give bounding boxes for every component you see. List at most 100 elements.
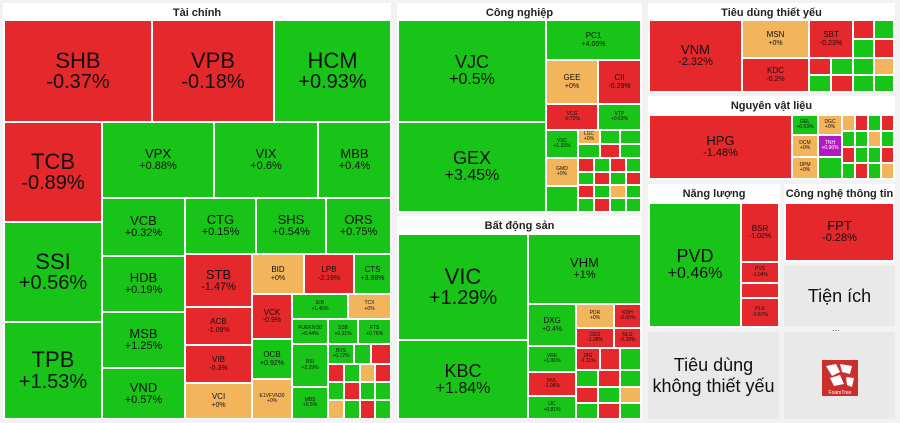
stock-tile[interactable] xyxy=(809,58,831,75)
stock-tile-mbs[interactable]: MBS +0.5% xyxy=(292,387,328,419)
stock-tile-ssb[interactable]: SSB +0.31% xyxy=(328,319,358,344)
stock-tile-ijc[interactable]: IJC +0.81% xyxy=(528,396,576,419)
stock-tile[interactable] xyxy=(598,370,620,387)
stock-tile-lgc[interactable]: LGC +0% xyxy=(578,130,600,144)
stock-tile[interactable] xyxy=(874,20,894,39)
stock-tile[interactable] xyxy=(620,403,641,419)
stock-tile-nvl[interactable]: NVL -1.08% xyxy=(528,372,576,396)
stock-tile-mbb[interactable]: MBB +0.4% xyxy=(318,122,391,198)
stock-tile-fpt[interactable]: FPT -0.28% xyxy=(785,203,894,261)
stock-tile[interactable] xyxy=(620,348,641,370)
stock-tile-acb[interactable]: ACB -1.09% xyxy=(185,307,252,345)
stock-tile[interactable] xyxy=(881,131,894,147)
stock-tile-pc1[interactable]: PC1 +4.05% xyxy=(546,20,641,60)
stock-tile[interactable] xyxy=(855,115,868,131)
stock-tile[interactable] xyxy=(868,115,881,131)
stock-tile-vic[interactable]: VIC +1.29% xyxy=(398,234,528,340)
stock-tile-fuekiv30[interactable]: FUEKIV30 +0.44% xyxy=(292,319,328,344)
stock-tile[interactable] xyxy=(855,147,868,163)
stock-tile-vjc[interactable]: VJC +0.5% xyxy=(398,20,546,122)
sector-consumer-discretionary-collapsed[interactable]: Tiêu dùng không thiết yếu xyxy=(648,332,779,419)
stock-tile[interactable] xyxy=(874,58,894,75)
stock-tile-pvd[interactable]: PVD +0.46% xyxy=(649,203,741,327)
stock-tile-vib[interactable]: VIB -0.3% xyxy=(185,345,252,383)
stock-tile[interactable] xyxy=(842,115,855,131)
stock-tile-ors[interactable]: ORS +0.75% xyxy=(326,198,391,254)
stock-tile[interactable] xyxy=(375,364,391,382)
stock-tile[interactable] xyxy=(354,344,371,364)
stock-tile[interactable] xyxy=(855,131,868,147)
stock-tile[interactable] xyxy=(578,144,600,158)
stock-tile[interactable] xyxy=(831,75,853,92)
stock-tile[interactable] xyxy=(328,364,344,382)
stock-tile[interactable] xyxy=(360,364,375,382)
stock-tile-bid[interactable]: BID +0% xyxy=(252,254,304,294)
stock-tile-ctg[interactable]: CTG +0.15% xyxy=(185,198,256,254)
stock-tile-hpg[interactable]: HPG -1.48% xyxy=(649,115,792,179)
stock-tile[interactable] xyxy=(600,144,620,158)
stock-tile[interactable] xyxy=(626,185,641,198)
stock-tile[interactable] xyxy=(741,283,779,298)
stock-tile-pvs[interactable]: PVS -1.04% xyxy=(741,262,779,283)
stock-tile-vcg[interactable]: VCG -0.72% xyxy=(546,104,598,130)
stock-tile-plx[interactable]: PLX -0.87% xyxy=(741,298,779,327)
stock-tile[interactable] xyxy=(881,147,894,163)
stock-tile[interactable] xyxy=(868,131,881,147)
stock-tile-bsi[interactable]: BSI +2.29% xyxy=(292,344,328,387)
stock-tile[interactable] xyxy=(328,382,344,400)
stock-tile-gex[interactable]: GEX +3.45% xyxy=(398,122,546,212)
stock-tile-vcb[interactable]: VCB +0.32% xyxy=(102,198,185,256)
stock-tile[interactable] xyxy=(344,382,360,400)
stock-tile[interactable] xyxy=(626,158,641,172)
stock-tile[interactable] xyxy=(610,185,626,198)
stock-tile[interactable] xyxy=(600,130,620,144)
stock-tile[interactable] xyxy=(855,163,868,179)
stock-tile[interactable] xyxy=(371,344,391,364)
stock-tile-tcx[interactable]: TCX +0% xyxy=(348,294,391,319)
stock-tile-tnh[interactable]: TNH +0.96% xyxy=(818,135,842,157)
stock-tile[interactable] xyxy=(578,172,594,185)
stock-tile-msb[interactable]: MSB +1.25% xyxy=(102,312,185,368)
stock-tile-cts[interactable]: CTS +3.98% xyxy=(354,254,391,294)
stock-tile[interactable] xyxy=(853,20,874,39)
stock-tile[interactable] xyxy=(610,172,626,185)
stock-tile-vix[interactable]: VIX +0.6% xyxy=(214,122,318,198)
stock-tile[interactable] xyxy=(620,130,641,144)
stock-tile[interactable] xyxy=(344,400,360,419)
stock-tile-vhm[interactable]: VHM +1% xyxy=(528,234,641,304)
stock-tile-vck[interactable]: VCK -0.9% xyxy=(252,294,292,339)
stock-tile-vnd[interactable]: VND +0.57% xyxy=(102,368,185,419)
stock-tile[interactable] xyxy=(853,39,874,58)
stock-tile-gmd[interactable]: GMD +0% xyxy=(546,158,578,186)
stock-tile-kdc[interactable]: KDC -0.2% xyxy=(742,58,809,92)
stock-tile[interactable] xyxy=(881,163,894,179)
stock-tile[interactable] xyxy=(874,39,894,58)
stock-tile[interactable] xyxy=(853,58,874,75)
stock-tile[interactable] xyxy=(626,198,641,212)
stock-tile[interactable] xyxy=(578,158,594,172)
stock-tile[interactable] xyxy=(626,172,641,185)
stock-tile[interactable] xyxy=(831,58,853,75)
stock-tile-hcm[interactable]: HCM +0.93% xyxy=(274,20,391,122)
stock-tile-pdr[interactable]: PDR +0% xyxy=(576,304,614,328)
stock-tile-tpb[interactable]: TPB +1.53% xyxy=(4,322,102,419)
stock-tile-dcm[interactable]: DCM +0% xyxy=(792,135,818,157)
stock-tile-cii[interactable]: CII -0.29% xyxy=(598,60,641,104)
stock-tile[interactable] xyxy=(881,115,894,131)
stock-tile-ocb[interactable]: OCB +0.92% xyxy=(252,339,292,379)
stock-tile[interactable] xyxy=(868,163,881,179)
stock-tile-kdh[interactable]: KDH -0.65% xyxy=(614,304,641,328)
stock-tile[interactable] xyxy=(842,131,855,147)
stock-tile[interactable] xyxy=(594,198,610,212)
stock-tile[interactable] xyxy=(874,75,894,92)
stock-tile-msn[interactable]: MSN +0% xyxy=(742,20,809,58)
stock-tile-shs[interactable]: SHS +0.54% xyxy=(256,198,326,254)
stock-tile[interactable] xyxy=(853,75,874,92)
stock-tile[interactable] xyxy=(360,400,375,419)
stock-tile[interactable] xyxy=(818,157,842,179)
stock-tile-gel[interactable]: GEL +0.63% xyxy=(792,115,818,135)
stock-tile-ssi[interactable]: SSI +0.56% xyxy=(4,222,102,322)
stock-tile-e1vfvn30[interactable]: E1VFVN30 +0% xyxy=(252,379,292,419)
stock-tile[interactable] xyxy=(578,198,594,212)
stock-tile-stb[interactable]: STB -1.47% xyxy=(185,254,252,307)
